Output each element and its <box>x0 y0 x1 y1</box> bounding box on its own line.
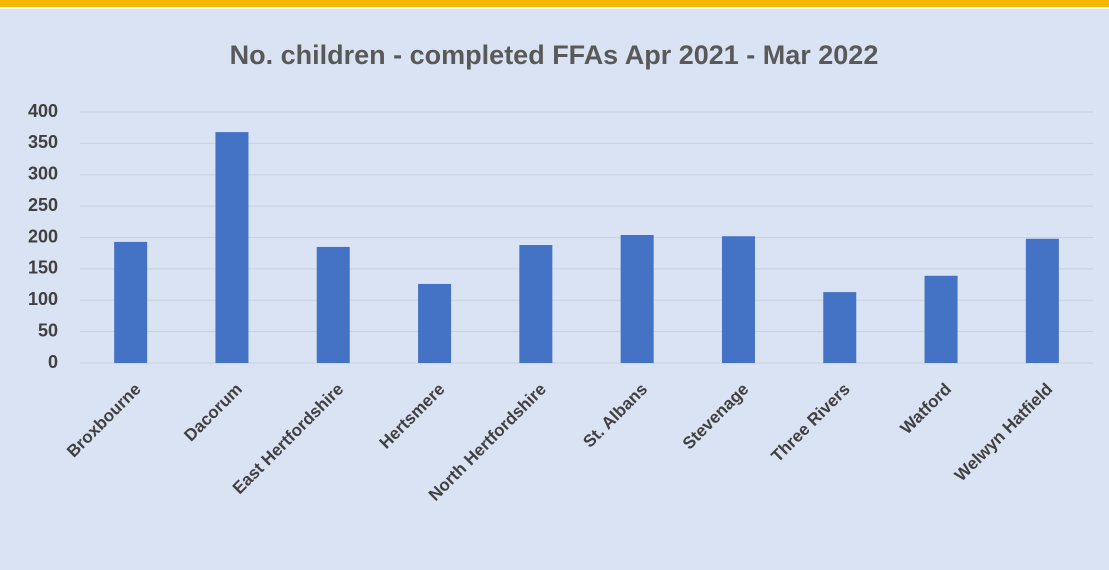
y-tick-label: 150 <box>28 258 58 278</box>
y-tick-label: 100 <box>28 289 58 309</box>
y-tick-label: 50 <box>38 320 58 340</box>
y-tick-label: 250 <box>28 195 58 215</box>
chart-title: No. children - completed FFAs Apr 2021 -… <box>230 40 879 70</box>
bar <box>620 234 654 363</box>
top-border <box>0 0 1109 7</box>
bar <box>519 245 553 363</box>
y-tick-label: 0 <box>48 352 58 372</box>
y-tick-label: 300 <box>28 164 58 184</box>
bar <box>215 132 249 363</box>
bar <box>418 283 452 363</box>
bar <box>924 275 958 363</box>
bar <box>721 236 755 363</box>
bar <box>1025 238 1059 363</box>
bar <box>316 246 350 363</box>
bar <box>823 292 857 363</box>
y-tick-label: 350 <box>28 132 58 152</box>
top-border-line <box>0 7 1109 9</box>
y-tick-label: 400 <box>28 101 58 121</box>
bar <box>114 241 148 363</box>
y-tick-label: 200 <box>28 226 58 246</box>
